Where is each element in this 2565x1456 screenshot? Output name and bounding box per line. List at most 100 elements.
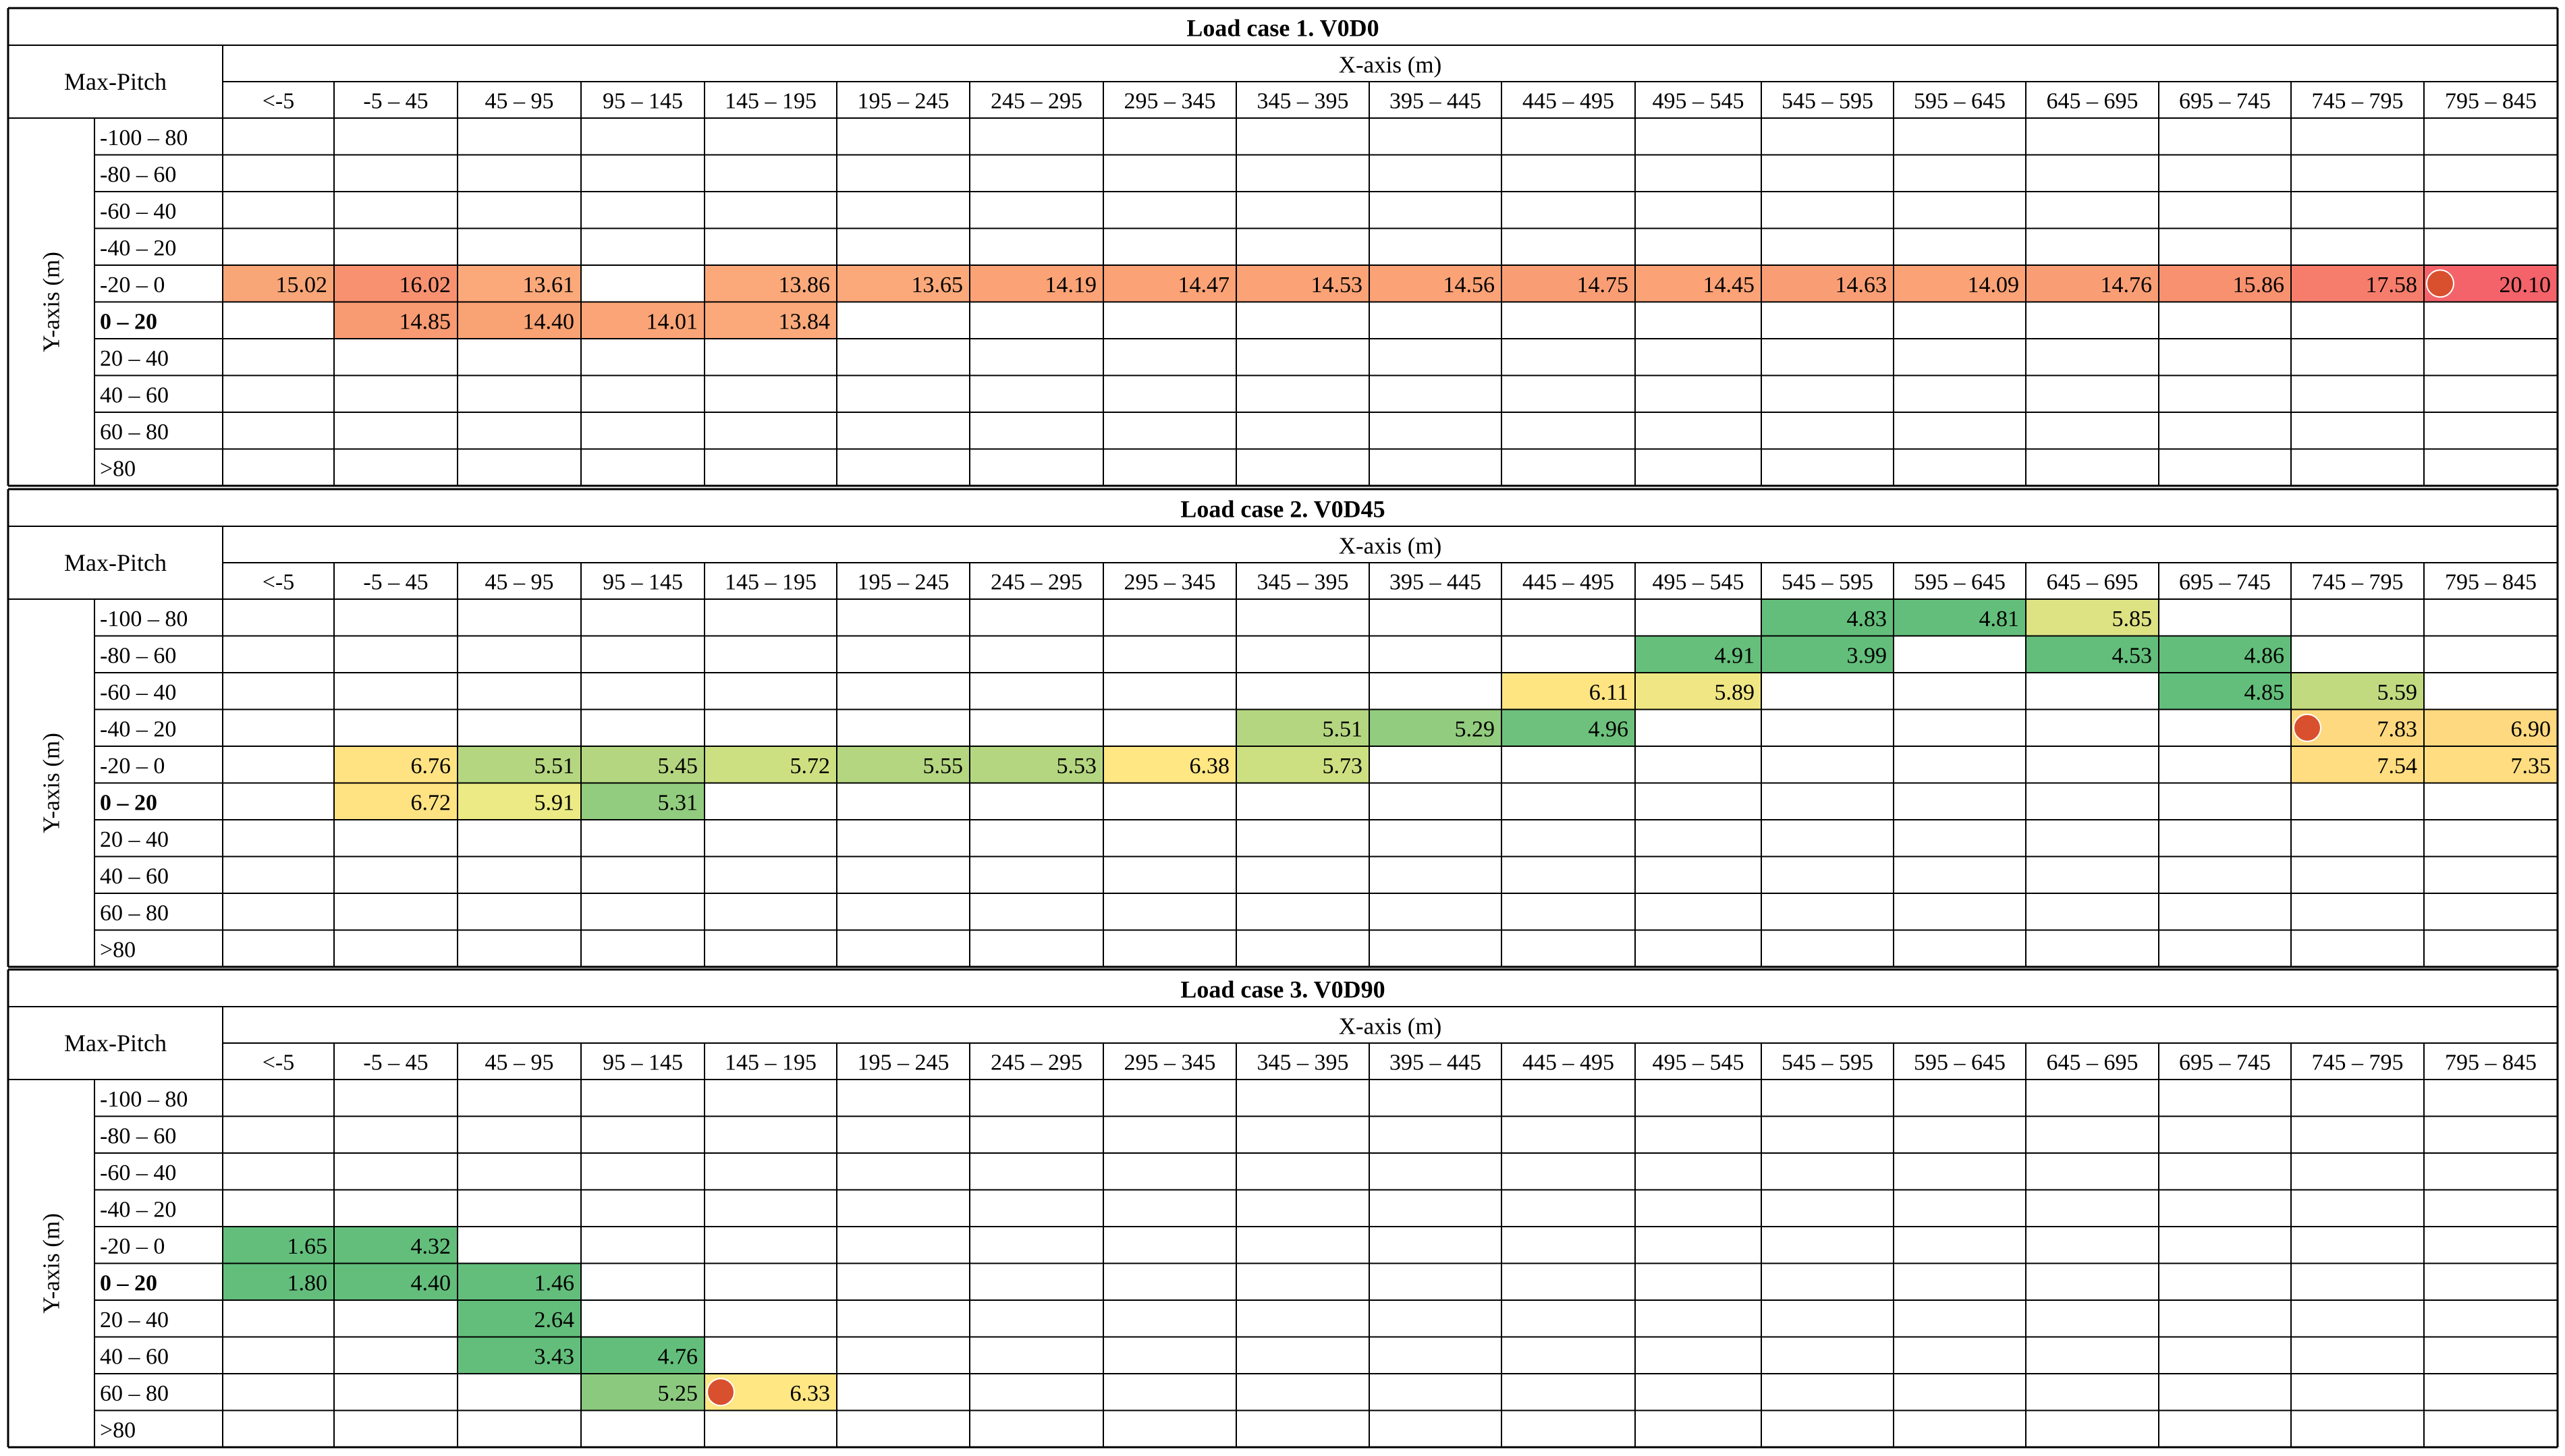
cell-value: 4.96: [1589, 717, 1629, 741]
cell-value: 14.40: [523, 309, 575, 334]
heatmap-cell: [334, 302, 458, 339]
heatmap-cell: [334, 783, 458, 820]
heatmap-cell: [581, 302, 705, 339]
y-tick-label: -20 – 0: [100, 273, 165, 298]
y-tick-label: -60 – 40: [100, 199, 176, 224]
heatmap-cell: [2291, 265, 2424, 302]
cell-value: 5.51: [534, 754, 575, 779]
x-tick-label: -5 – 45: [363, 89, 428, 114]
x-tick-label: 245 – 295: [991, 89, 1082, 114]
cell-value: 14.19: [1045, 273, 1097, 298]
heatmap-cell: [1369, 265, 1501, 302]
heatmap-cell: [837, 746, 970, 783]
x-tick-label: 95 – 145: [603, 1051, 683, 1075]
y-tick-label: >80: [100, 456, 136, 481]
y-tick-label: -80 – 60: [100, 1123, 176, 1148]
y-tick-label: 60 – 80: [100, 1381, 169, 1406]
y-axis-label: Y-axis (m): [38, 252, 65, 352]
heatmap-cell: [1501, 673, 1635, 710]
y-tick-label: -80 – 60: [100, 643, 176, 668]
heatmap-cell: [581, 746, 705, 783]
y-tick-label: 20 – 40: [100, 827, 169, 852]
heatmap-cell: [334, 1263, 458, 1300]
heatmap-cell: [2159, 265, 2291, 302]
cell-value: 6.38: [1190, 754, 1230, 779]
x-tick-label: 345 – 395: [1257, 1051, 1349, 1075]
heatmap-cell: [1236, 746, 1369, 783]
cell-value: 14.53: [1311, 273, 1363, 298]
cell-value: 6.90: [2511, 717, 2552, 741]
cell-value: 6.33: [790, 1381, 831, 1406]
x-tick-label: <-5: [263, 570, 295, 595]
cell-value: 4.81: [1979, 607, 2020, 632]
x-tick-label: 495 – 545: [1653, 570, 1744, 595]
heatmap-cell: [2291, 746, 2424, 783]
cell-value: 13.65: [912, 273, 964, 298]
cell-value: 4.76: [658, 1344, 698, 1369]
x-tick-label: 795 – 845: [2445, 1051, 2537, 1075]
x-tick-label: 745 – 795: [2312, 1051, 2404, 1075]
cell-value: 14.09: [1968, 273, 2020, 298]
x-tick-label: 345 – 395: [1257, 570, 1349, 595]
x-tick-label: 745 – 795: [2312, 570, 2404, 595]
heatmap-cell: [705, 746, 837, 783]
x-tick-label: 245 – 295: [991, 1051, 1082, 1075]
heatmap-cell: [1635, 636, 1761, 673]
marker-dot: [2293, 713, 2321, 742]
x-tick-label: 645 – 695: [2047, 570, 2139, 595]
heatmap-cell: [1635, 673, 1761, 710]
x-tick-label: 45 – 95: [485, 570, 554, 595]
x-tick-label: 545 – 595: [1782, 1051, 1873, 1075]
cell-value: 5.85: [2112, 607, 2153, 632]
x-tick-label: 445 – 495: [1522, 570, 1614, 595]
cell-value: 4.91: [1715, 643, 1755, 668]
y-tick-label: -40 – 20: [100, 1197, 176, 1222]
cell-value: 1.46: [534, 1270, 575, 1295]
x-tick-label: 195 – 245: [858, 570, 949, 595]
x-tick-label: 45 – 95: [485, 89, 554, 114]
y-tick-label: -80 – 60: [100, 162, 176, 187]
heatmap-cell: [1894, 265, 2026, 302]
x-tick-label: 95 – 145: [603, 89, 683, 114]
marker-dot: [2426, 269, 2454, 298]
cell-value: 5.72: [790, 754, 831, 779]
x-axis-label: X-axis (m): [1339, 1013, 1442, 1040]
cell-value: 13.61: [523, 273, 575, 298]
x-axis-label: X-axis (m): [1339, 533, 1442, 559]
heatmap-cell: [705, 302, 837, 339]
cell-value: 5.91: [534, 790, 575, 815]
cell-value: 5.45: [658, 754, 698, 779]
x-tick-label: 195 – 245: [858, 89, 949, 114]
cell-value: 3.43: [534, 1344, 575, 1369]
y-tick-label: 0 – 20: [100, 1270, 157, 1295]
x-tick-label: 645 – 695: [2047, 1051, 2139, 1075]
x-tick-label: 595 – 645: [1914, 1051, 2006, 1075]
x-tick-label: 495 – 545: [1653, 1051, 1744, 1075]
x-axis-label: X-axis (m): [1339, 52, 1442, 78]
table-title: Load case 2. V0D45: [1180, 496, 1385, 523]
cell-value: 14.76: [2101, 273, 2153, 298]
heatmap-cell: [1761, 265, 1894, 302]
x-tick-label: 45 – 95: [485, 1051, 554, 1075]
load-case-table-1: Load case 1. V0D0 Max-Pitch X-axis (m) <-5 -…: [7, 7, 2559, 487]
cell-value: 4.86: [2244, 643, 2285, 668]
heatmap-cell: [458, 302, 581, 339]
heatmap-cell: [581, 1374, 705, 1411]
heatmap-cell: [1635, 265, 1761, 302]
table-title: Load case 1. V0D0: [1186, 15, 1379, 42]
corner-label: Max-Pitch: [64, 549, 167, 576]
y-tick-label: -20 – 0: [100, 754, 165, 779]
x-tick-label: 495 – 545: [1653, 89, 1744, 114]
y-tick-label: 40 – 60: [100, 1344, 169, 1369]
x-tick-label: 695 – 745: [2179, 570, 2271, 595]
heatmap-cell: [1103, 746, 1236, 783]
cell-value: 3.99: [1847, 643, 1887, 668]
y-tick-label: 20 – 40: [100, 346, 169, 371]
y-tick-label: -100 – 80: [100, 125, 188, 150]
cell-value: 14.56: [1443, 273, 1495, 298]
heatmap-cell: [1894, 599, 2026, 636]
cell-value: 14.63: [1836, 273, 1887, 298]
y-tick-label: -60 – 40: [100, 680, 176, 705]
y-tick-label: 40 – 60: [100, 383, 169, 408]
x-tick-label: 645 – 695: [2047, 89, 2139, 114]
